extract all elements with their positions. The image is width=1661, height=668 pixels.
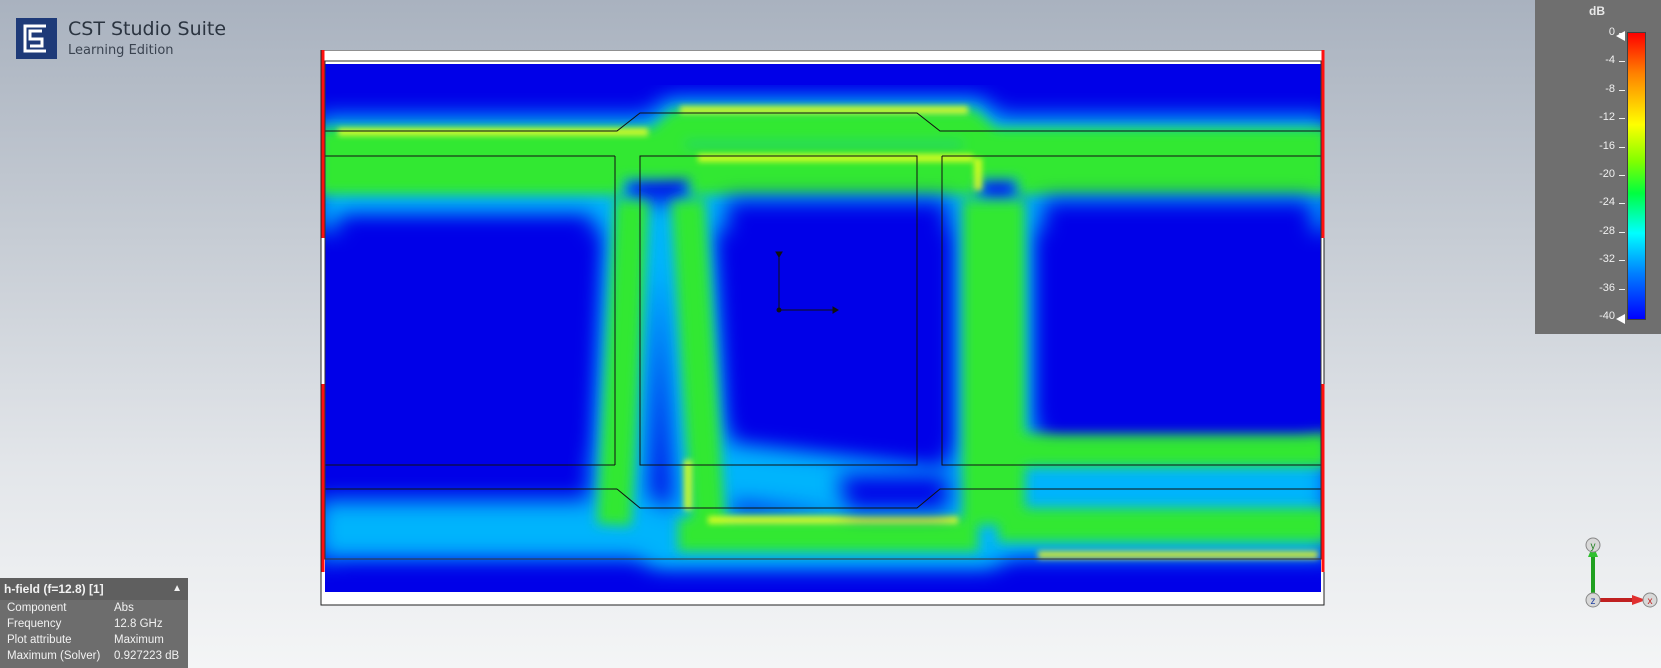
legend-tick-mark — [1619, 260, 1625, 262]
legend-tick-label: -12 — [1599, 111, 1615, 124]
color-scale-bar — [1627, 32, 1646, 320]
legend-tick-label: -24 — [1599, 196, 1615, 209]
info-key: Maximum (Solver) — [7, 650, 101, 662]
info-row: Frequency 12.8 GHz — [0, 616, 188, 632]
info-key: Component — [7, 602, 67, 614]
info-row: Plot attribute Maximum — [0, 632, 188, 648]
legend-tick-label: -16 — [1599, 139, 1615, 152]
legend-tick-label: -32 — [1599, 253, 1615, 266]
legend-tick-mark — [1619, 146, 1625, 148]
legend-tick-label: 0 — [1608, 26, 1615, 38]
app-title: CST Studio Suite — [68, 18, 227, 40]
legend-tick-mark — [1619, 288, 1625, 290]
info-panel-title: h-field (f=12.8) [1] — [4, 582, 104, 596]
result-info-panel: h-field (f=12.8) [1] ▲ Component Abs Fre… — [0, 578, 188, 668]
cst-logo-icon — [16, 18, 57, 59]
app-logo: CST Studio Suite Learning Edition — [16, 18, 226, 59]
legend-tick-mark — [1619, 61, 1625, 63]
field-plot-viewport[interactable] — [318, 50, 1327, 606]
info-value: Maximum — [114, 634, 164, 646]
axis-y-label: y — [1591, 541, 1596, 552]
legend-tick-label: -40 — [1599, 310, 1615, 322]
info-key: Plot attribute — [7, 634, 72, 646]
info-key: Frequency — [7, 618, 62, 630]
legend-tick-mark — [1619, 175, 1625, 176]
info-panel-header[interactable]: h-field (f=12.8) [1] ▲ — [0, 578, 188, 600]
legend-unit: dB — [1589, 4, 1605, 18]
h-field-plot — [320, 50, 1325, 606]
legend-tick-label: -20 — [1599, 168, 1615, 180]
legend-tick-label: -4 — [1605, 54, 1615, 67]
legend-tick-mark — [1619, 118, 1625, 120]
info-value: 0.927223 dB — [114, 650, 180, 662]
legend-tick-mark — [1619, 231, 1625, 233]
info-row: Maximum (Solver) 0.927223 dB — [0, 648, 188, 664]
axis-x-label: x — [1648, 596, 1653, 607]
collapse-icon[interactable]: ▲ — [172, 583, 182, 594]
legend-tick-mark — [1619, 203, 1625, 205]
legend-tick-label: -8 — [1605, 82, 1615, 95]
info-value: 12.8 GHz — [114, 618, 163, 630]
info-value: Abs — [114, 602, 134, 614]
legend-tick-mark — [1619, 89, 1625, 91]
legend-tick-label: -28 — [1599, 224, 1615, 237]
app-subtitle: Learning Edition — [68, 43, 174, 58]
axis-z-label: z — [1591, 596, 1596, 607]
axes-triad: y z x — [1580, 537, 1658, 609]
color-scale-legend: dB 0 -4 -8 -12 -16 -20 -24 -28 -32 -36 -40 — [1535, 0, 1661, 334]
legend-tick-label: -36 — [1599, 281, 1615, 294]
info-row: Component Abs — [0, 600, 188, 616]
